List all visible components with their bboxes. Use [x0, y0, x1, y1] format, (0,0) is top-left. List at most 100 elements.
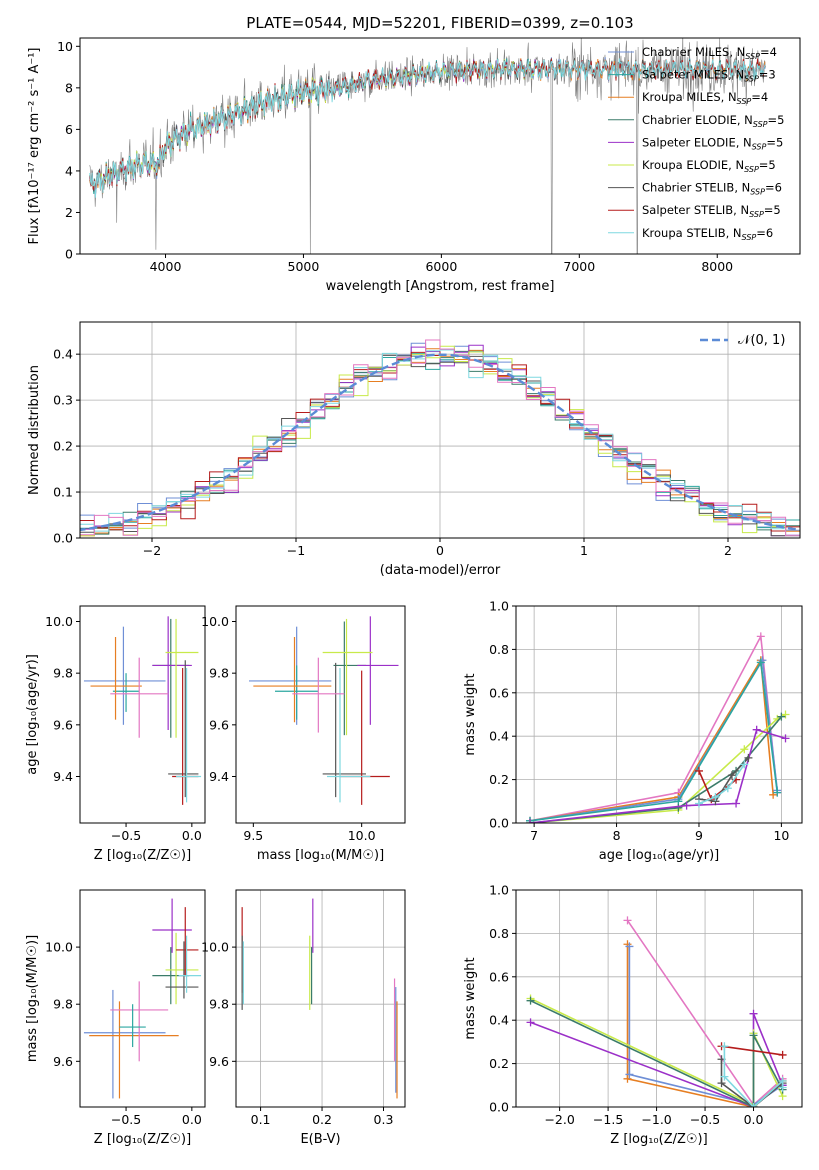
- marker-chabrier_stelib: [717, 1079, 726, 1088]
- marker-kroupa_stelib: [711, 792, 720, 801]
- series-line-pink: [529, 633, 779, 822]
- series-line-chabrier_miles: [628, 946, 784, 1106]
- marker-kroupa_stelib: [749, 1103, 758, 1107]
- y-tick-label: 9.4: [209, 769, 229, 784]
- marker-chabrier_elodie: [749, 1031, 758, 1040]
- y-axis-label: mass weight: [463, 673, 478, 755]
- y-tick-label: 0.4: [489, 1013, 509, 1028]
- residual-hist-salpeter_stelib: [80, 348, 800, 534]
- residual-hist-chabrier_stelib: [80, 354, 800, 537]
- plot-area: [526, 632, 790, 823]
- model-fit-kroupa_stelib: [89, 58, 766, 198]
- y-tick-label: 2: [65, 205, 73, 220]
- marker-kroupa_miles: [769, 790, 778, 799]
- y-axis-label: mass [log₁₀(M/M☉)]: [25, 935, 40, 1062]
- axes-frame: −2.0 −1.5 −1.0 −0.5 0.0 0.0 0.2 0.4 0.6 0.8 1.0 Z […: [463, 883, 803, 1147]
- y-tick-label: 0.2: [489, 772, 509, 787]
- x-tick-label: 4000: [150, 259, 182, 274]
- y-tick-label: 0.8: [489, 642, 509, 657]
- x-tick-label: 10: [773, 828, 789, 843]
- marker-kroupa_stelib: [694, 799, 703, 808]
- series-line-kroupa_elodie: [529, 713, 786, 823]
- marker-salpeter_stelib: [778, 1050, 787, 1059]
- x-tick-label: 0.0: [182, 1112, 202, 1127]
- panel-spectrum: 4000 5000 6000 7000 8000 0 2 4 6 8 10 wavelength [A…: [27, 37, 801, 294]
- series-line-kroupa_miles: [529, 657, 774, 822]
- y-tick-label: 4: [65, 163, 73, 178]
- x-tick-label: 2: [724, 543, 732, 558]
- y-tick-label: 9.8: [53, 666, 73, 681]
- x-tick-label: −2: [143, 543, 161, 558]
- marker-salpeter_elodie: [752, 725, 761, 734]
- marker-chabrier_elodie: [674, 803, 683, 812]
- marker-kroupa_stelib: [720, 1042, 729, 1051]
- y-tick-label: 9.6: [53, 1054, 73, 1069]
- marker-chabrier_elodie: [526, 996, 535, 1005]
- y-axis-label: mass weight: [463, 957, 478, 1039]
- plot-area: [83, 898, 202, 1099]
- x-tick-label: −0.5: [111, 1112, 141, 1127]
- x-tick-label: 5000: [288, 259, 320, 274]
- y-tick-label: 0.0: [489, 816, 509, 831]
- axes-box: [79, 605, 206, 824]
- marker-kroupa_stelib: [778, 1083, 787, 1092]
- series-line-kroupa_stelib: [698, 763, 745, 805]
- y-tick-label: 6: [65, 122, 73, 137]
- y-axis-label: age [log₁₀(age/yr)]: [25, 654, 40, 775]
- plot-area: [526, 916, 787, 1107]
- figure-title: PLATE=0544, MJD=52201, FIBERID=0399, z=0…: [246, 14, 633, 32]
- y-tick-label: 0.4: [53, 347, 73, 362]
- marker-salpeter_miles: [773, 788, 782, 797]
- x-tick-label: 0.2: [312, 1112, 332, 1127]
- plot-area: [249, 616, 399, 805]
- plot-area: [83, 616, 202, 805]
- axes-box: [235, 605, 406, 824]
- panel-residuals: −2 −1 0 1 2 0.0 0.1 0.2 0.3 0.4 (data-model)/error…: [27, 321, 801, 578]
- y-tick-label: 9.6: [209, 717, 229, 732]
- y-tick-label: 10: [57, 39, 73, 54]
- y-tick-label: 8: [65, 80, 73, 95]
- x-tick-label: −1.0: [641, 1112, 671, 1127]
- x-tick-label: 9.5: [243, 828, 263, 843]
- marker-salpeter_stelib: [694, 766, 703, 775]
- normal-curve: [80, 353, 800, 532]
- axes-frame: 7 8 9 10 0.0 0.2 0.4 0.6 0.8 1.0 age [log₁₀(age/yr…: [463, 599, 803, 863]
- x-axis-label: Z [log₁₀(Z/Z☉)]: [94, 1132, 191, 1147]
- legend-label-chabrier_miles: Chabrier MILES, NSSP=4: [642, 45, 777, 61]
- x-tick-label: 7000: [563, 259, 595, 274]
- x-axis-label: mass [log₁₀(M/M☉)]: [257, 848, 384, 863]
- marker-salpeter_elodie: [526, 1018, 535, 1027]
- x-tick-label: 0: [436, 543, 444, 558]
- x-tick-label: −0.5: [690, 1112, 720, 1127]
- axes-frame: −0.5 0.0 9.4 9.6 9.8 10.0 Z [log₁₀(Z/Z☉)] age […: [25, 605, 206, 863]
- y-tick-label: 9.8: [53, 997, 73, 1012]
- series-line-chabrier_elodie: [529, 716, 783, 823]
- y-tick-label: 0.1: [53, 485, 73, 500]
- y-tick-label: 9.6: [209, 1054, 229, 1069]
- marker-kroupa_elodie: [781, 710, 790, 719]
- series-line-chabrier_elodie: [530, 999, 784, 1107]
- marker-kroupa_stelib: [740, 760, 749, 769]
- plot-area: [80, 339, 800, 537]
- axes-frame: 9.5 10.0 9.4 9.6 9.8 10.0 mass [log₁₀(M/M☉)]: [201, 605, 406, 863]
- y-tick-label: 9.4: [53, 769, 73, 784]
- y-axis-label: Flux [fλ10⁻¹⁷ erg cm⁻² s⁻¹ A⁻¹]: [27, 48, 42, 245]
- x-tick-label: 8: [613, 828, 621, 843]
- marker-chabrier_miles: [625, 942, 634, 951]
- marker-salpeter_elodie: [526, 819, 535, 823]
- axes-box: [515, 605, 803, 824]
- axes-box: [235, 889, 406, 1108]
- legend-label-normal: 𝒩(0, 1): [738, 333, 785, 348]
- legend-label-kroupa_miles: Kroupa MILES, NSSP=4: [642, 90, 768, 106]
- marker-salpeter_elodie: [682, 801, 691, 810]
- series-line-salpeter_stelib: [721, 1045, 783, 1056]
- y-tick-label: 0.0: [489, 1100, 509, 1115]
- y-tick-label: 0: [65, 247, 73, 262]
- x-tick-label: 9: [695, 828, 703, 843]
- marker-chabrier_miles: [625, 1070, 634, 1079]
- legend-label-kroupa_stelib: Kroupa STELIB, NSSP=6: [642, 226, 773, 242]
- axes-frame: 0.1 0.2 0.3 9.6 9.8 10.0 E(B-V): [201, 889, 406, 1147]
- y-tick-label: 1.0: [489, 883, 509, 898]
- series-line-salpeter_miles: [529, 659, 779, 822]
